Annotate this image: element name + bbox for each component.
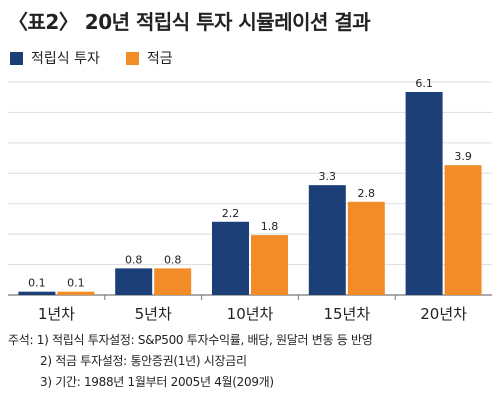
bar-series1 — [212, 221, 249, 295]
footnotes: 주석: 1) 적립식 투자설정: S&P500 투자수익률, 배당, 원달러 변… — [8, 330, 373, 393]
legend-swatch-series1 — [10, 51, 23, 65]
bar-series1 — [308, 185, 346, 295]
data-label: 3.3 — [319, 170, 337, 183]
x-tick-label: 10년차 — [227, 305, 274, 323]
chart-title: 〈표2〉 20년 적립식 투자 시뮬레이션 결과 — [8, 10, 371, 34]
data-label: 0.8 — [164, 253, 182, 266]
bar-series2 — [57, 291, 95, 295]
bar-series1 — [18, 291, 56, 295]
x-tick-label: 20년차 — [420, 305, 467, 323]
data-label: 0.1 — [67, 277, 85, 290]
data-label: 0.1 — [28, 277, 46, 290]
footnote-1: 주석: 1) 적립식 투자설정: S&P500 투자수익률, 배당, 원달러 변… — [8, 333, 373, 347]
legend-label-series1: 적립식 투자 — [31, 51, 100, 67]
data-label: 2.8 — [358, 187, 376, 200]
legend-label-series2: 적금 — [146, 51, 173, 67]
data-label: 3.9 — [454, 150, 472, 163]
footnote-2: 2) 적금 투자설정: 통안증권(1년) 시장금리 — [40, 354, 247, 368]
footnote-3: 3) 기간: 1988년 1월부터 2005년 4월(209개) — [40, 375, 274, 389]
bar-series2 — [444, 165, 482, 295]
bar-series2 — [154, 268, 192, 295]
data-label: 2.2 — [222, 207, 240, 220]
bar-series2 — [251, 235, 288, 295]
bar-series1 — [115, 268, 153, 295]
data-label: 0.8 — [125, 253, 143, 266]
bar-series1 — [405, 91, 443, 295]
legend-swatch-series2 — [125, 51, 139, 65]
data-label: 6.1 — [415, 77, 433, 90]
data-label: 1.8 — [261, 220, 279, 233]
legend-item-series2: 적금 — [125, 48, 173, 68]
legend: 적립식 투자 적금 — [10, 48, 199, 68]
x-tick-label: 5년차 — [135, 305, 172, 323]
legend-item-series1: 적립식 투자 — [10, 48, 100, 68]
bar-series2 — [347, 201, 385, 295]
bar-chart: 0.1 0.1 1년차 0.8 0.8 5년차 2.2 1.8 10년차 3.3 2.8 15년차 6.… — [8, 77, 492, 323]
x-tick-label: 15년차 — [323, 305, 370, 323]
x-tick-label: 1년차 — [38, 305, 75, 323]
